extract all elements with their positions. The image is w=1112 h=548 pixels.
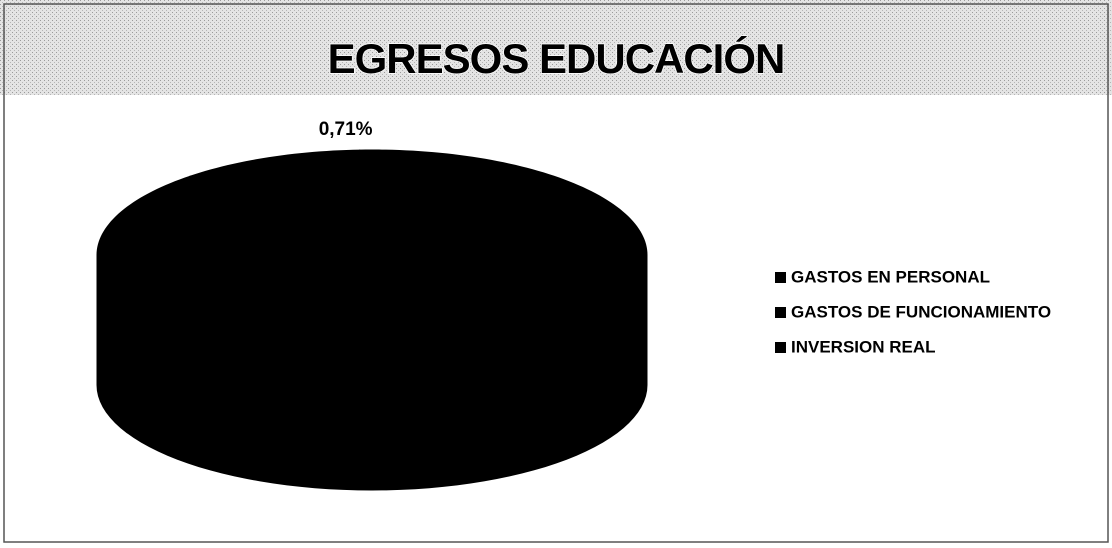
- legend-swatch: [775, 342, 786, 353]
- legend-swatch: [775, 272, 786, 283]
- frame: [3, 3, 1109, 543]
- legend-label: GASTOS DE FUNCIONAMIENTO: [791, 302, 1051, 321]
- legend-label: INVERSION REAL: [791, 337, 936, 356]
- pie-slice: [188, 149, 373, 256]
- legend-swatch: [775, 307, 786, 318]
- data-label: 0,71%: [319, 119, 373, 140]
- legend-label: GASTOS EN PERSONAL: [791, 267, 990, 286]
- pie-slice: [359, 149, 373, 256]
- chart-title: EGRESOS EDUCACIÓN: [328, 34, 785, 82]
- header-band: [0, 0, 1112, 95]
